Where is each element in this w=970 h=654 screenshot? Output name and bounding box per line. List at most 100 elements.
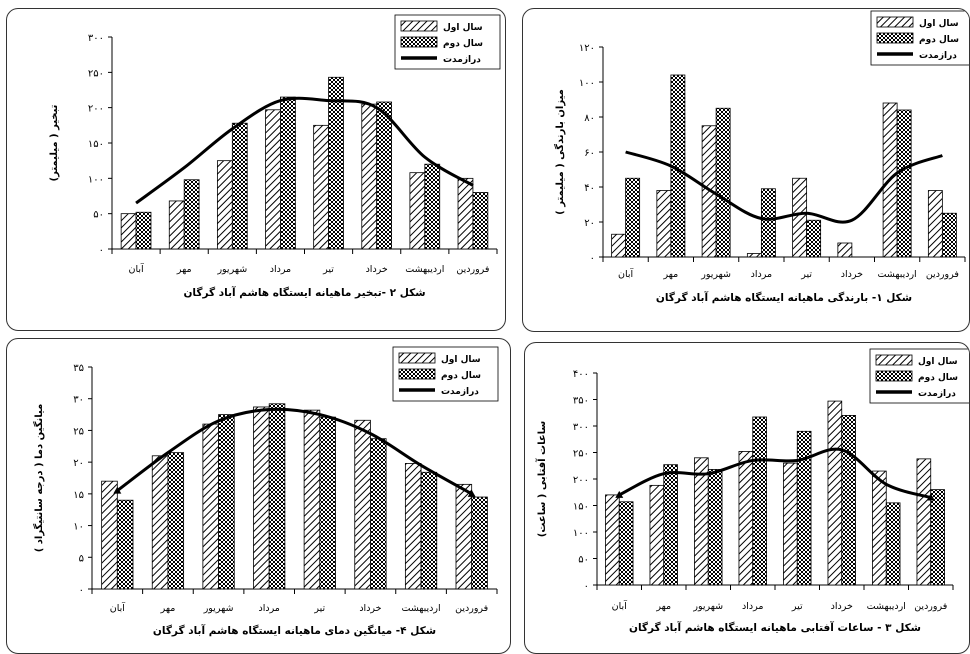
- legend: سال اول سال دوم درازمدت: [394, 14, 501, 70]
- bar: [253, 406, 270, 590]
- bar: [738, 451, 754, 586]
- x-tick-label: مهر: [176, 264, 192, 275]
- bar: [455, 483, 473, 590]
- legend-swatch: [400, 36, 438, 48]
- y-tick-label: ۱۰: [73, 522, 84, 533]
- bar: [715, 107, 731, 258]
- legend-label: سال اول: [919, 19, 959, 29]
- bar: [303, 409, 321, 590]
- bar: [354, 419, 371, 590]
- x-tick-label: تیر: [322, 264, 334, 275]
- bar: [707, 469, 723, 586]
- bar: [916, 458, 932, 586]
- y-tick-label: ۶۰: [584, 148, 595, 159]
- bar: [116, 499, 134, 590]
- legend-label: سال اول: [441, 355, 481, 365]
- y-tick-label: ۰: [590, 253, 595, 264]
- series-line: [135, 96, 474, 205]
- y-tick-label: ۳۵۰: [573, 396, 589, 407]
- y-tick-label: ۳۵: [73, 363, 84, 374]
- y-tick-label: ۱۵۰: [88, 139, 104, 150]
- y-axis-label: میانگین دما ( درجه سانتیگراد ): [32, 404, 45, 553]
- bar: [927, 190, 943, 258]
- bar: [370, 438, 387, 590]
- y-axis-label: ساعات آفتابی ( ساعت): [535, 421, 548, 538]
- bar: [376, 101, 393, 250]
- y-tick-label: ۲۰۰: [573, 475, 589, 486]
- bar: [941, 212, 957, 258]
- bar: [404, 463, 422, 590]
- bar: [841, 415, 856, 586]
- x-tick-label: فروردین: [926, 269, 959, 280]
- legend-label: درازمدت: [441, 387, 479, 397]
- evaporation-chart-panel: ۰ ۵۰ ۱۰۰ ۱۵۰ ۲۰۰ ۲۵۰ ۳۰۰ فروردین اردیبهشت خرداد تی…: [6, 8, 506, 331]
- y-tick-label: ۵۰: [578, 555, 589, 566]
- x-tick-label: آبان: [612, 599, 628, 612]
- bar: [872, 470, 887, 586]
- x-tick-label: اردیبهشت: [401, 603, 440, 614]
- bar: [896, 109, 912, 258]
- x-tick-label: تیر: [313, 603, 325, 614]
- bar: [424, 163, 441, 250]
- bar: [472, 192, 489, 250]
- x-tick-label: خرداد: [831, 601, 853, 612]
- y-tick-label: ۳۰۰: [573, 422, 589, 433]
- line-point: [467, 489, 476, 497]
- series-line: [116, 407, 473, 496]
- bar: [202, 423, 219, 590]
- legend-label: درازمدت: [443, 55, 481, 65]
- bar: [827, 400, 843, 586]
- legend: سال اول سال دوم درازمدت: [870, 10, 969, 66]
- y-tick-label: ۲۰: [73, 458, 84, 469]
- bar: [611, 233, 627, 258]
- bar: [183, 179, 200, 250]
- bar: [409, 172, 426, 250]
- x-tick-label: تیر: [791, 601, 803, 612]
- legend-label: سال اول: [918, 357, 958, 367]
- y-tick-label: ۳۰۰: [88, 33, 104, 44]
- legend-label: درازمدت: [919, 51, 957, 61]
- legend-swatch: [398, 352, 436, 364]
- bar: [151, 455, 169, 590]
- line-point: [113, 486, 122, 494]
- bar: [280, 96, 296, 250]
- x-tick-label: اردیبهشت: [405, 264, 444, 275]
- legend-label: سال دوم: [919, 35, 959, 45]
- y-tick-label: ۵: [79, 553, 84, 564]
- y-tick-label: ۵۰: [93, 210, 104, 221]
- chart-caption: شکل ۴- میانگین دمای ماهیانه ایستگاه هاشم…: [153, 624, 436, 637]
- bar: [216, 160, 233, 250]
- bar: [783, 462, 798, 586]
- y-tick-label: ۰: [584, 581, 589, 592]
- chart-svg: ۰ ۲۰ ۴۰ ۶۰ ۸۰ ۱۰۰ ۱۲۰ فروردین اردیبهشت خرداد تیر مر…: [553, 10, 969, 304]
- x-tick-label: شهریور: [692, 601, 723, 612]
- x-tick-label: شهریور: [203, 603, 234, 614]
- y-axis-label: میزان بارندگی ( میلیمتر ): [553, 89, 566, 215]
- y-tick-label: ۳۰: [73, 395, 84, 406]
- x-tick-label: تیر: [800, 269, 812, 280]
- bar: [746, 253, 762, 258]
- x-tick-label: مهر: [160, 603, 176, 614]
- bar: [167, 452, 185, 590]
- bar: [101, 480, 118, 590]
- x-tick-label: اردیبهشت: [867, 601, 906, 612]
- bar: [319, 416, 336, 590]
- sunshine-chart-panel: ۰ ۵۰ ۱۰۰ ۱۵۰ ۲۰۰ ۲۵۰ ۳۰۰ ۳۵۰ ۴۰۰ فروردین اردیبهشت خ…: [524, 342, 970, 654]
- bar: [420, 471, 438, 590]
- y-tick-label: ۲۵۰: [573, 449, 589, 460]
- x-tick-label: فروردین: [455, 603, 488, 614]
- chart-svg: ۰ ۵ ۱۰ ۱۵ ۲۰ ۲۵ ۳۰ ۳۵ فروردین اردیبهشت خرداد تیر مرد…: [32, 346, 499, 637]
- y-tick-label: ۱۵۰: [573, 502, 589, 513]
- legend-swatch: [875, 354, 913, 366]
- legend-swatch: [875, 370, 913, 382]
- series-line: [625, 150, 943, 224]
- bar: [313, 124, 329, 250]
- series-line: [618, 447, 932, 499]
- line-point: [926, 493, 935, 501]
- legend-label: سال دوم: [443, 39, 483, 49]
- bar: [168, 200, 185, 250]
- line-point: [615, 490, 624, 498]
- bar: [752, 416, 767, 586]
- bar: [837, 242, 853, 258]
- legend-label: درازمدت: [918, 389, 956, 399]
